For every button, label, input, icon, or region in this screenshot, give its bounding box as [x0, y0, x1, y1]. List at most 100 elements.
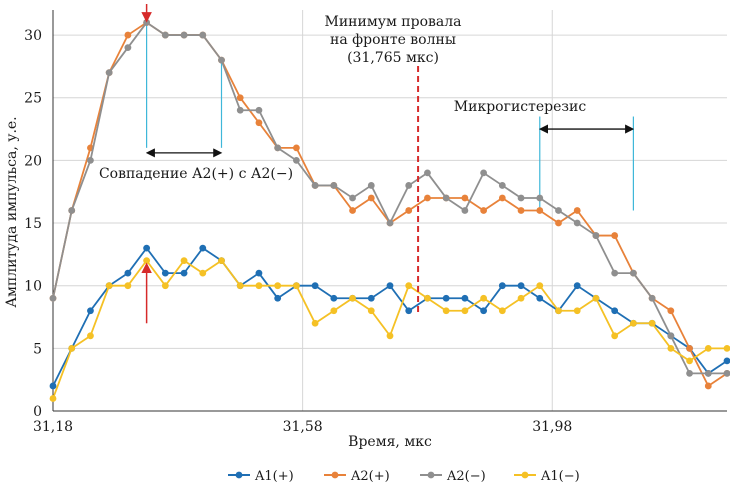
data-point-a1 [274, 282, 282, 290]
data-point-a2plus [573, 207, 581, 214]
series-line-a2plus [52, 21, 728, 388]
data-point-a1 [686, 357, 693, 365]
data-point-a1 [629, 319, 637, 327]
data-point-a1plus [405, 307, 413, 315]
data-point-a2plus [517, 207, 525, 214]
data-point-a2 [536, 194, 544, 202]
data-point-a2 [349, 194, 356, 202]
data-point-a1 [667, 344, 675, 352]
legend-label-a1: A1(−) [540, 469, 580, 484]
data-point-a1plus [87, 307, 94, 315]
data-point-a1 [723, 344, 730, 352]
y-tick-label: 5 [33, 341, 42, 357]
data-point-a2 [87, 156, 94, 164]
y-tick-label: 15 [24, 216, 42, 232]
data-point-a2 [124, 44, 132, 51]
data-point-a2 [461, 207, 469, 214]
series-group [49, 19, 730, 402]
data-point-a1plus [180, 269, 188, 277]
data-point-a1 [49, 395, 57, 402]
data-point-a2 [274, 144, 282, 152]
data-point-a2 [573, 219, 581, 227]
data-point-a1 [555, 307, 562, 315]
series-line-a1 [52, 259, 727, 399]
y-tick-label: 0 [33, 404, 42, 420]
data-point-a2 [424, 169, 431, 177]
legend-marker-a2plus [331, 471, 339, 479]
microhysteresis-label: Микрогистерезис [454, 99, 587, 115]
data-point-a1plus [573, 282, 581, 290]
y-tick-label: 25 [24, 91, 42, 107]
data-point-a1 [386, 332, 394, 340]
data-point-a2plus [667, 307, 675, 315]
data-point-a1 [105, 282, 113, 290]
data-point-a2 [180, 31, 188, 39]
data-point-a1 [292, 282, 300, 290]
data-point-a1 [87, 332, 94, 340]
grid [52, 10, 727, 412]
data-point-a2plus [704, 382, 712, 390]
data-point-a2 [498, 182, 506, 189]
legend-label-a2plus: A2(+) [350, 469, 390, 484]
x-tick-label: 31,18 [33, 419, 73, 435]
data-point-a2 [648, 294, 656, 302]
data-point-a1 [498, 307, 506, 315]
data-point-a2 [442, 194, 450, 202]
data-point-a2plus [349, 207, 356, 214]
data-point-a1 [330, 307, 338, 315]
data-point-a1 [255, 282, 263, 290]
series-line-a1plus [52, 246, 728, 387]
data-point-a1plus [330, 294, 338, 302]
data-point-a1 [405, 282, 413, 290]
y-axis-title: Амплитуда импульса, у.е. [4, 116, 20, 307]
data-point-a1plus [311, 282, 319, 290]
data-point-a2 [704, 370, 712, 377]
minimum-label-line: (31,765 мкс) [347, 50, 439, 66]
data-point-a2 [723, 370, 730, 377]
data-point-a2 [105, 69, 113, 77]
data-point-a2plus [405, 207, 413, 214]
data-point-a1plus [124, 269, 132, 277]
data-point-a1 [611, 332, 619, 340]
legend-label-a2: A2(−) [446, 469, 486, 484]
minimum-label-line: Минимум провала [325, 14, 462, 30]
data-point-a2plus [255, 119, 263, 127]
data-point-a2plus [536, 207, 544, 214]
data-point-a2 [68, 207, 76, 214]
data-point-a1plus [274, 294, 282, 302]
data-point-a2 [592, 232, 600, 239]
data-point-a1plus [49, 382, 57, 390]
x-tick-label: 31,98 [532, 419, 572, 435]
legend-marker-a2 [427, 471, 435, 479]
coincide-label: Совпадение А2(+) с А2(−) [99, 166, 293, 182]
data-point-a2 [311, 182, 319, 189]
data-point-a1plus [442, 294, 450, 302]
data-point-a1plus [386, 282, 394, 290]
x-tick-label: 31,58 [283, 419, 323, 435]
y-tick-label: 30 [24, 28, 42, 44]
data-point-a2plus [367, 194, 375, 202]
data-point-a2 [236, 106, 244, 114]
data-point-a2plus [424, 194, 431, 202]
data-point-a1plus [611, 307, 619, 315]
data-point-a1plus [161, 269, 169, 277]
data-point-a1 [349, 294, 356, 302]
x-axis-title: Время, мкс [348, 434, 432, 450]
data-point-a2plus [480, 207, 488, 214]
data-point-a2plus [292, 144, 300, 152]
data-point-a1plus [255, 269, 263, 277]
minimum-label-line: на фронте волны [330, 32, 456, 48]
data-point-a1plus [367, 294, 375, 302]
data-point-a1 [442, 307, 450, 315]
data-point-a1 [68, 344, 76, 352]
data-point-a2plus [555, 219, 562, 227]
data-point-a2 [517, 194, 525, 202]
data-point-a1 [592, 294, 600, 302]
data-point-a1 [480, 294, 488, 302]
data-point-a1 [461, 307, 469, 315]
data-point-a1plus [461, 294, 469, 302]
series-line-a2 [52, 21, 727, 375]
data-point-a1 [218, 257, 225, 265]
data-point-a2plus [611, 232, 619, 239]
